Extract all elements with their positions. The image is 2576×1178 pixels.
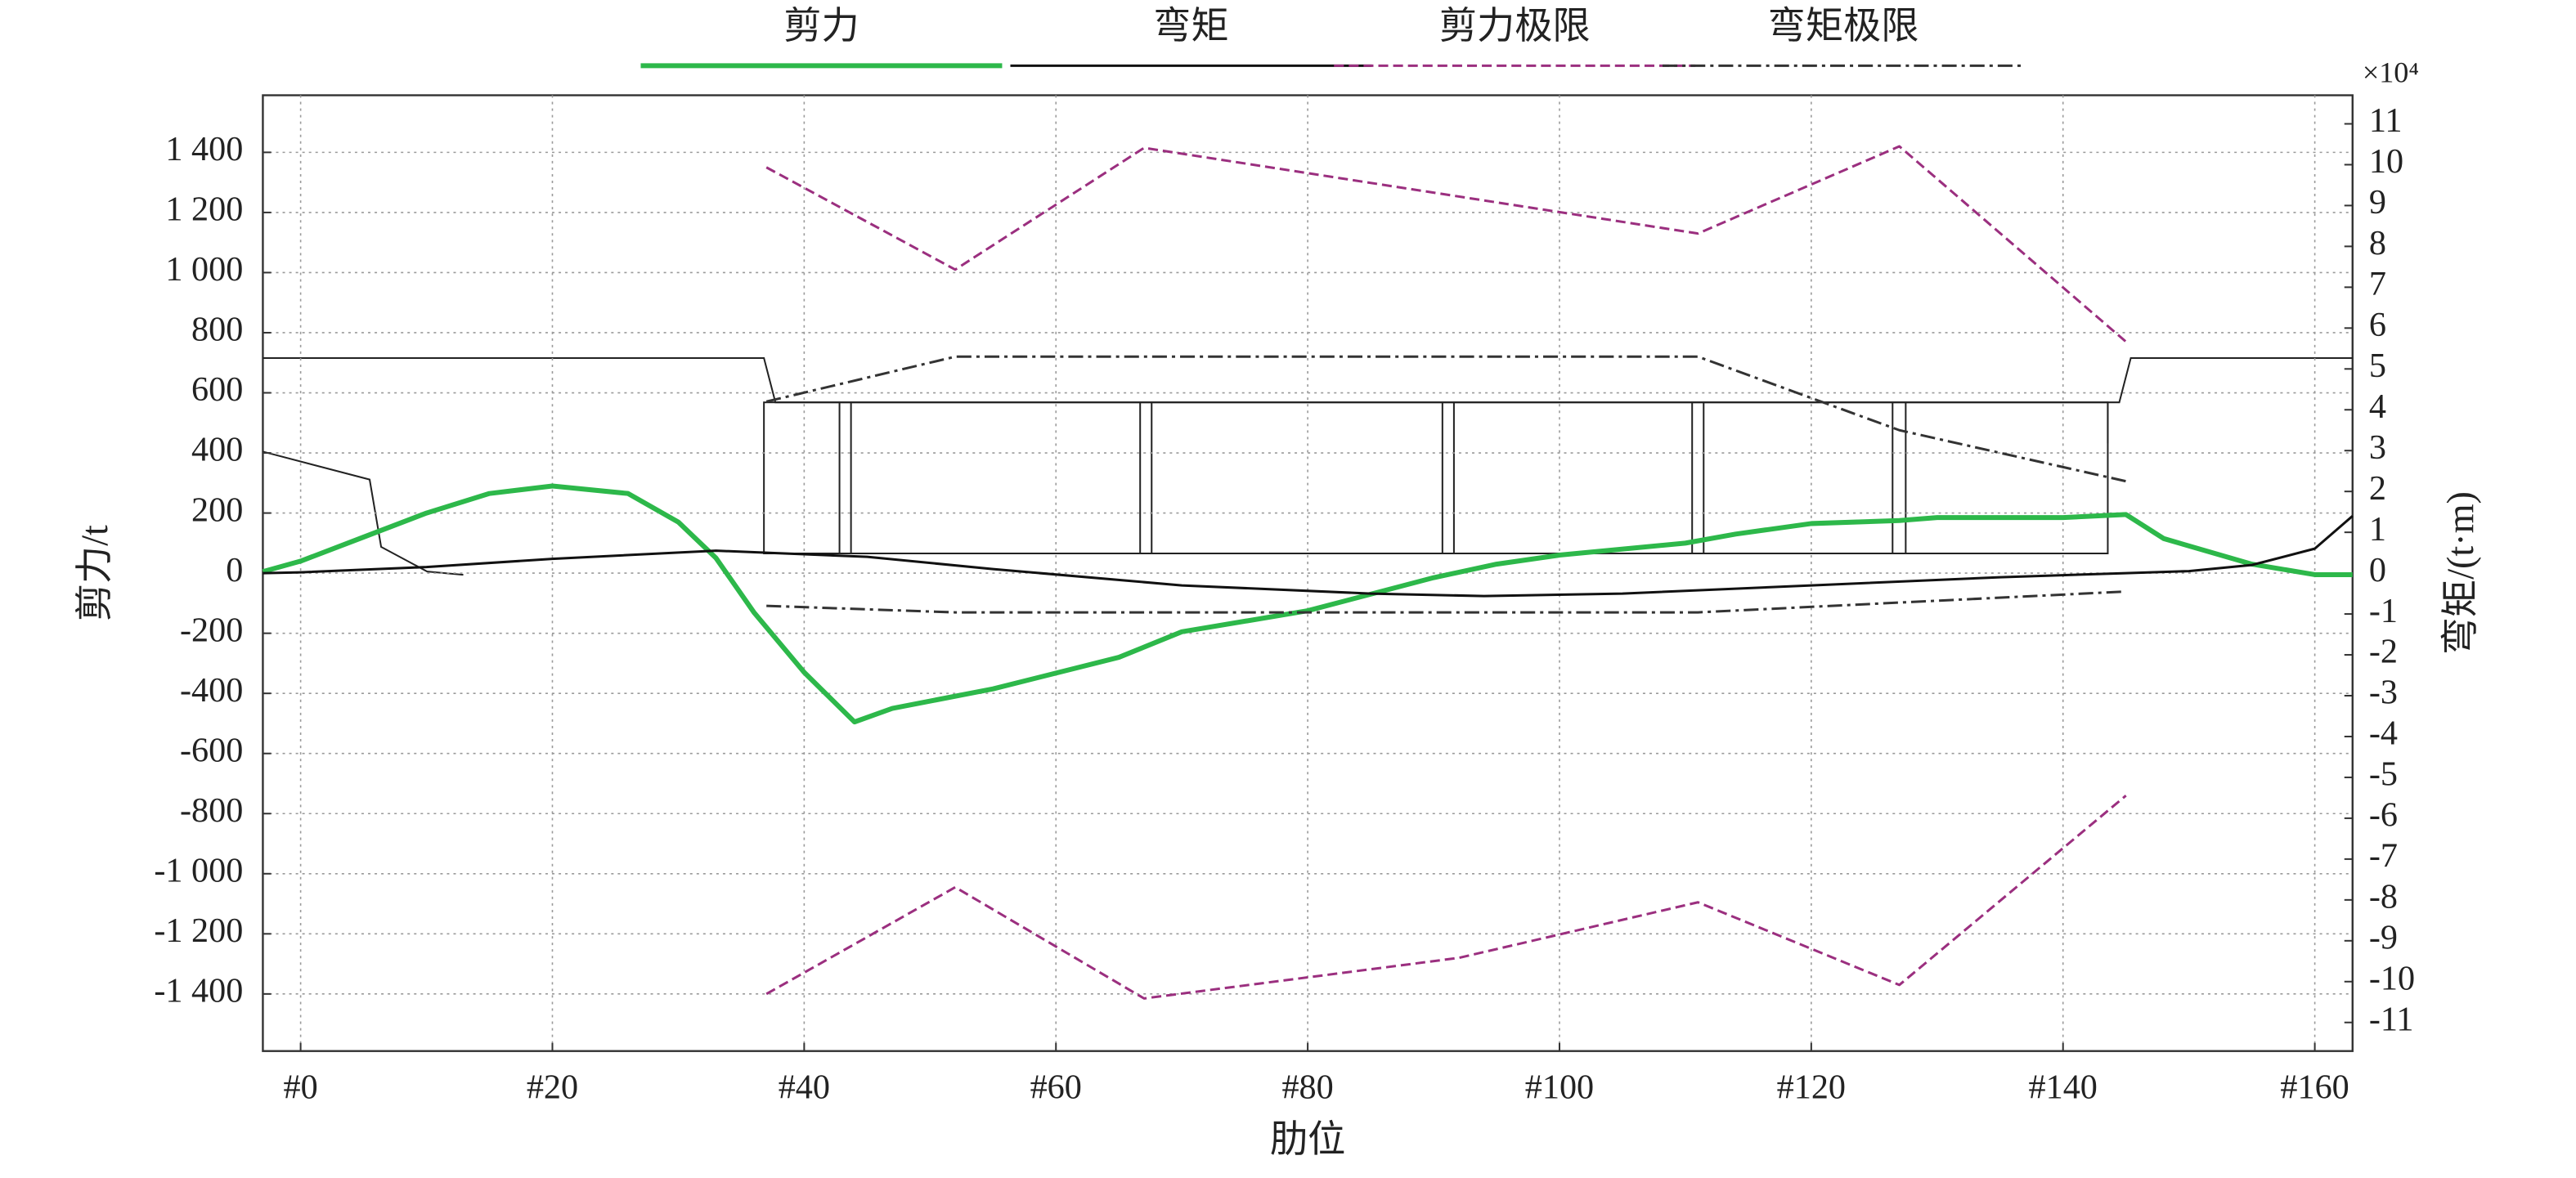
schematic-tank [763,401,2109,555]
schematic-curve [263,450,464,576]
y2-tick-label: 0 [2369,551,2386,589]
y-tick-label: 200 [191,490,243,529]
y2-tick-label: -3 [2369,674,2398,712]
y2-tick-label: -5 [2369,755,2398,794]
schematic-outline [2107,356,2353,444]
y2-tick-label: -1 [2369,592,2398,630]
schematic-bulkhead [838,402,1907,554]
x-tick-label: #160 [2280,1068,2349,1107]
y2-tick-label: 7 [2369,265,2386,303]
y2-tick-label: -6 [2369,796,2398,835]
y2-tick-label: 11 [2369,101,2403,140]
y-axis-label: 剪力/t [74,525,115,621]
y-tick-label: -1 400 [154,972,243,1010]
y-tick-label: 800 [191,311,243,349]
y-tick-label: -1 200 [154,911,243,950]
y2-tick-label: 4 [2369,387,2386,426]
series-line [765,145,2127,1000]
y2-multiplier: ×10⁴ [2363,56,2419,89]
y-tick-label: 1 400 [165,130,243,168]
y-tick-label: -200 [180,611,243,649]
y2-tick-label: 10 [2369,142,2403,181]
schematic-outline [263,356,2108,404]
hull-schematic [263,356,2353,576]
x-tick-label: #20 [527,1068,578,1107]
x-tick-label: #80 [1281,1068,1333,1107]
y-tick-label: 400 [191,431,243,469]
y-tick-label: -600 [180,731,243,769]
x-tick-label: #60 [1030,1068,1082,1107]
series-line [262,483,2353,725]
legend-label: 弯矩 [1153,5,1228,47]
y2-tick-label: 5 [2369,347,2386,385]
series-line [765,355,2127,614]
y-tick-label: 1 200 [165,190,243,229]
y2-tick-label: -8 [2369,878,2398,916]
legend-label: 剪力极限 [1439,5,1591,47]
x-axis-label: 肋位 [1270,1118,1345,1160]
y2-tick-label: -10 [2369,959,2415,997]
y2-tick-label: -4 [2369,714,2398,753]
y2-tick-label: -2 [2369,633,2398,671]
y-tick-label: 600 [191,370,243,409]
y2-tick-label: -9 [2369,918,2398,956]
x-tick-label: #120 [1777,1068,1846,1107]
x-tick-label: #140 [2029,1068,2098,1107]
y-tick-label: -400 [180,671,243,710]
series-line [263,515,2354,598]
y2-tick-label: 9 [2369,183,2386,222]
y2-tick-label: -7 [2369,837,2398,876]
y-tick-label: 1 000 [165,250,243,289]
legend-label: 剪力 [783,5,859,47]
y2-tick-label: 3 [2369,428,2386,467]
x-tick-label: #40 [779,1068,830,1107]
y2-tick-label: 6 [2369,306,2386,344]
x-tick-label: #100 [1525,1068,1594,1107]
y2-axis-label: 弯矩/(t·m) [2439,491,2481,655]
y-tick-label: 0 [226,551,243,589]
y2-tick-label: 8 [2369,224,2386,262]
y-tick-label: -1 000 [154,851,243,889]
x-tick-label: #0 [284,1068,318,1107]
y-tick-label: -800 [180,791,243,830]
legend-label: 弯矩极限 [1768,5,1919,47]
y2-tick-label: 1 [2369,510,2386,549]
y2-tick-label: -11 [2369,1000,2414,1038]
y2-tick-label: 2 [2369,469,2386,508]
